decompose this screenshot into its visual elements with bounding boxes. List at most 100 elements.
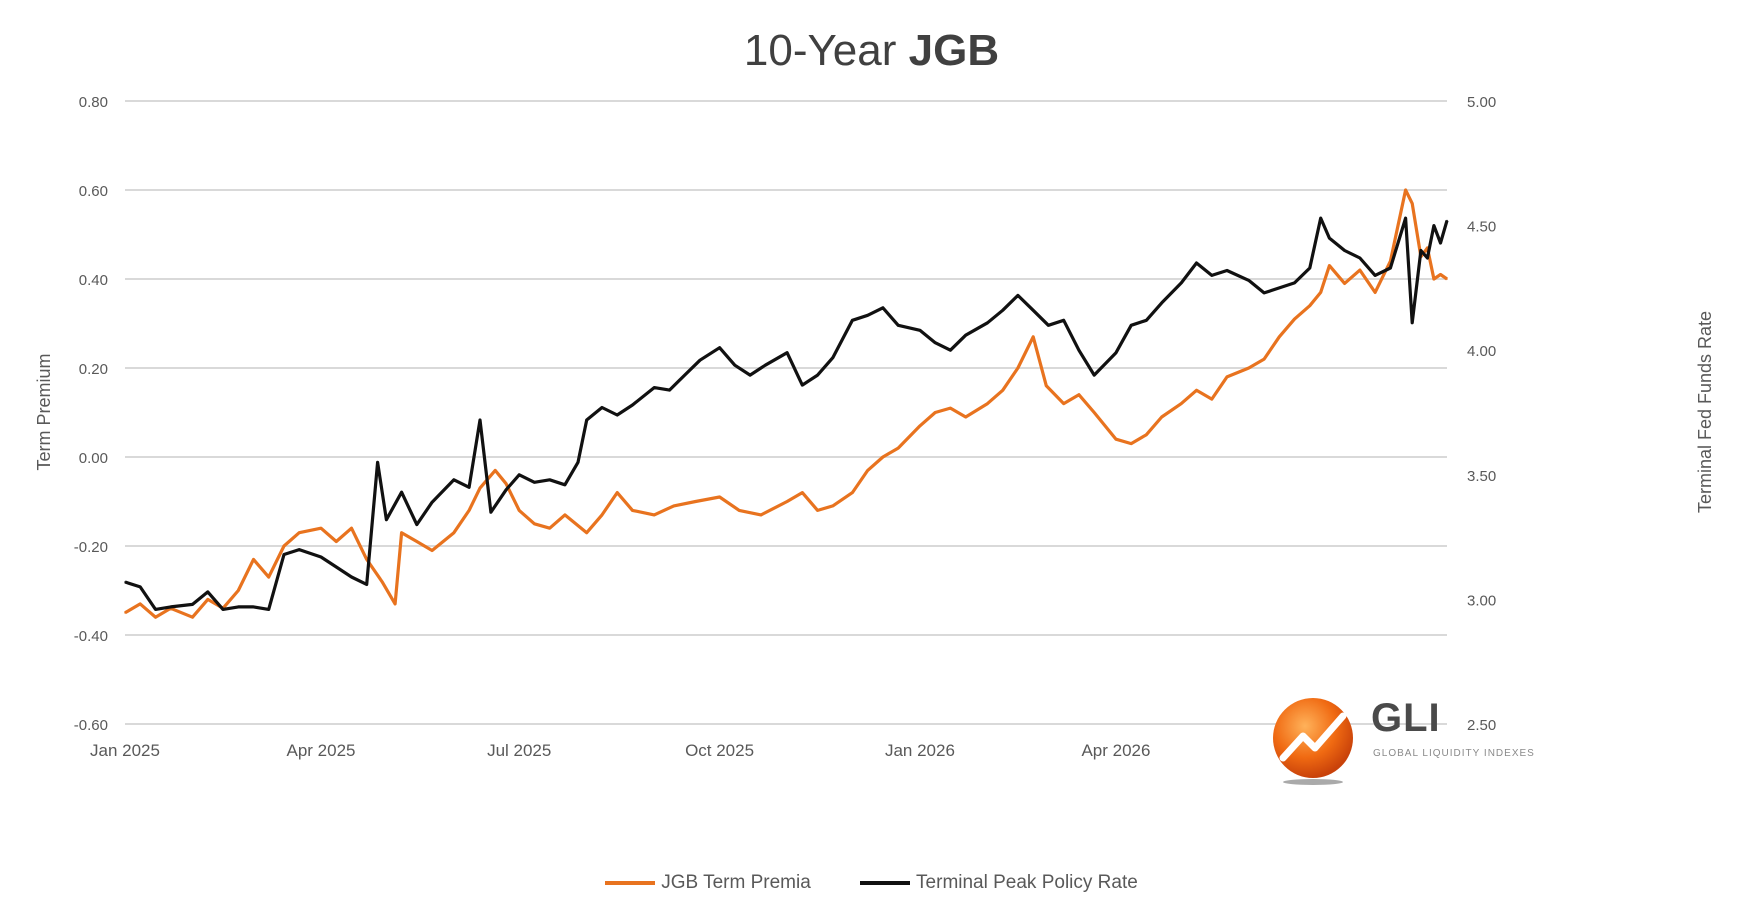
data-point (616, 414, 618, 416)
y-tick-label: -0.60 (74, 717, 108, 734)
data-point (1211, 274, 1213, 277)
data-point (548, 527, 551, 529)
data-point (786, 500, 788, 503)
legend-label-jgb: JGB Term Premia (661, 872, 811, 893)
logo-text: GLI (1371, 696, 1441, 740)
data-point (653, 514, 655, 516)
data-point (1045, 385, 1048, 387)
legend-swatch-policy-rate (860, 880, 911, 885)
data-point (718, 496, 721, 498)
data-point (1248, 367, 1250, 369)
gli-logo: GLI GLOBAL LIQUIDITY INDEXES (1265, 688, 1595, 788)
data-point (416, 540, 418, 543)
data-point (1180, 402, 1183, 405)
y2-tick-label: 4.50 (1467, 219, 1496, 236)
data-point (564, 484, 566, 486)
data-point (1389, 267, 1392, 269)
data-point (1446, 278, 1448, 280)
data-point (964, 334, 967, 337)
data-point (252, 606, 255, 608)
data-point (505, 489, 507, 491)
data-point (283, 553, 285, 556)
data-point (786, 351, 788, 354)
data-point (1293, 318, 1296, 320)
data-point (1278, 336, 1281, 338)
data-point (139, 603, 141, 605)
data-point (1446, 219, 1448, 222)
data-point (207, 591, 209, 593)
data-point (1404, 189, 1407, 191)
data-point (986, 402, 989, 405)
data-point (934, 341, 936, 344)
data-point (431, 501, 433, 504)
data-point (400, 491, 403, 494)
data-point (267, 576, 270, 578)
data-point (866, 314, 869, 317)
data-point (718, 346, 721, 349)
data-point (298, 548, 301, 551)
data-point (1160, 416, 1163, 418)
data-point (479, 487, 481, 489)
data-point (191, 603, 194, 606)
data-point (601, 406, 603, 409)
data-point (468, 486, 470, 489)
data-point (1001, 309, 1004, 312)
data-point (1411, 322, 1413, 324)
legend-swatch-jgb (605, 880, 656, 885)
data-point (882, 456, 884, 458)
data-point (897, 324, 899, 327)
y-axis-title: Term Premium (34, 353, 54, 470)
data-point (1359, 257, 1361, 259)
data-point (760, 514, 762, 516)
data-point (1226, 269, 1228, 272)
data-point (453, 531, 455, 534)
data-point (207, 598, 209, 601)
data-point (1195, 262, 1198, 264)
data-point (1328, 237, 1331, 239)
data-point (222, 608, 224, 611)
data-point (191, 616, 194, 618)
data-point (1278, 287, 1281, 289)
data-point (1062, 319, 1065, 322)
data-point (1078, 393, 1080, 396)
data-point (1017, 294, 1019, 297)
data-point (1195, 389, 1198, 392)
data-point (585, 531, 588, 534)
data-point (1226, 376, 1228, 378)
data-point (267, 608, 270, 611)
data-point (1032, 336, 1034, 338)
data-point (154, 616, 157, 618)
data-point (124, 612, 126, 614)
data-point (533, 523, 536, 525)
legend-label-policy-rate: Terminal Peak Policy Rate (916, 872, 1138, 893)
data-point (490, 511, 492, 513)
data-point (631, 509, 634, 512)
data-point (237, 606, 240, 608)
data-point (548, 479, 551, 481)
data-point (1374, 274, 1376, 277)
data-point (949, 349, 952, 352)
y-tick-label: 0.20 (79, 361, 108, 378)
data-point (298, 531, 301, 534)
data-point (601, 514, 603, 516)
data-point (1439, 242, 1442, 244)
x-tick-label: Jan 2025 (90, 741, 160, 760)
data-point (1078, 349, 1080, 352)
data-point (1411, 202, 1413, 205)
data-point (154, 608, 157, 611)
data-point (851, 319, 854, 322)
y-tick-label: -0.40 (74, 628, 108, 645)
data-point (365, 583, 368, 586)
data-point (394, 603, 396, 605)
data-point (505, 482, 507, 485)
data-point (1374, 291, 1376, 294)
data-point (1263, 292, 1265, 294)
data-point (832, 505, 834, 507)
data-point (964, 416, 967, 418)
data-point (1433, 278, 1435, 280)
data-point (1439, 273, 1442, 276)
data-point (139, 586, 141, 588)
data-point (1404, 217, 1407, 219)
data-point (1426, 257, 1429, 259)
data-point (381, 580, 383, 583)
